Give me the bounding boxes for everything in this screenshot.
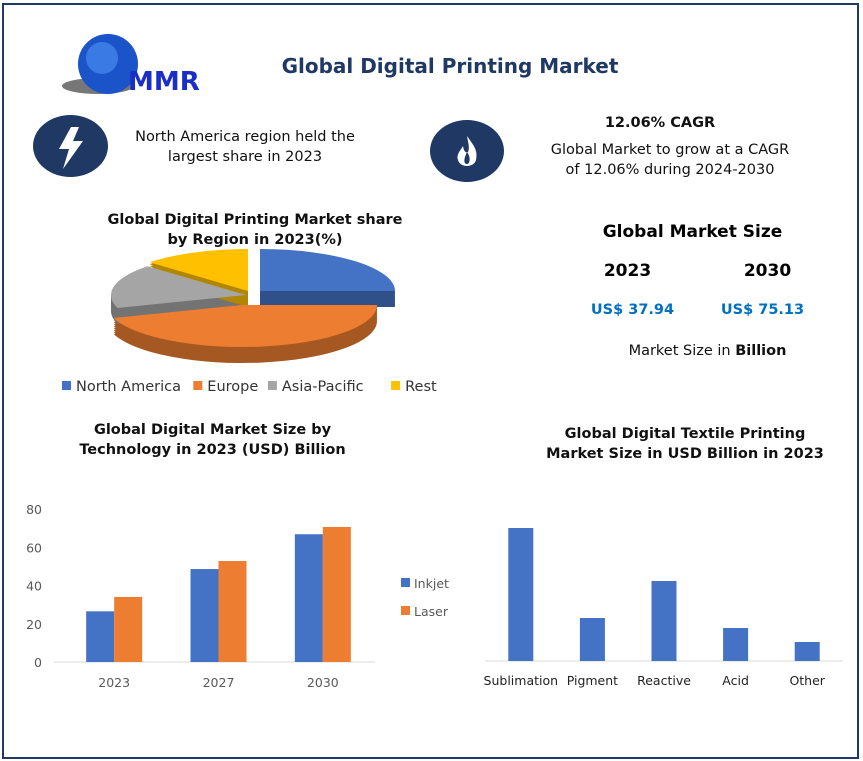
- bar-laser-2023: [114, 596, 143, 662]
- mmr-logo: MMR: [58, 30, 218, 100]
- legend-label: Rest of World: [405, 379, 440, 395]
- x-tick-label: Reactive: [637, 673, 691, 688]
- pie-slice-rest-of-world: [149, 249, 248, 291]
- frame-border: [2, 3, 859, 759]
- legend-swatch: [401, 578, 410, 587]
- legend-label: North America: [76, 379, 181, 395]
- x-tick-label: 2027: [203, 675, 235, 690]
- lightning-icon: [33, 115, 108, 177]
- y-tick-label: 60: [26, 540, 42, 555]
- cagr-text: Global Market to grow at a CAGR of 12.06…: [550, 142, 790, 178]
- bar-acid: [723, 628, 749, 661]
- pie-slice-europe: [113, 305, 378, 347]
- region-text: North America region held the largest sh…: [135, 129, 355, 165]
- x-tick-label: Other: [789, 673, 825, 688]
- x-tick-label: Sublimation: [484, 673, 559, 688]
- flame-icon: [430, 120, 504, 182]
- y-tick-label: 80: [26, 502, 42, 517]
- bar-sublimation: [508, 528, 534, 661]
- y-tick-label: 0: [34, 655, 42, 670]
- note-prefix: Market Size in: [628, 343, 736, 359]
- textile-chart-title: Global Digital Textile Printing Market S…: [546, 426, 824, 462]
- svg-text:MMR: MMR: [128, 67, 200, 97]
- value-2023: US$ 37.94: [590, 302, 675, 318]
- market-size-note: Market Size in Billion: [600, 341, 815, 361]
- y-tick-label: 20: [26, 617, 42, 632]
- bar-inkjet-2027: [190, 569, 219, 662]
- bar-laser-2027: [218, 561, 247, 662]
- year-2030: 2030: [743, 261, 792, 281]
- page-title: Global Digital Printing Market: [281, 54, 619, 78]
- market-size-title: Global Market Size: [602, 222, 783, 242]
- legend-label: Inkjet: [414, 576, 449, 591]
- legend-label: Europe: [207, 379, 258, 395]
- pie-title: Global Digital Printing Market share by …: [107, 212, 403, 248]
- legend-label: Asia-Pacific: [282, 379, 364, 395]
- bar-inkjet-2030: [294, 534, 323, 662]
- legend-swatch: [401, 606, 410, 615]
- bar-pigment: [579, 618, 605, 661]
- tech-chart-title: Global Digital Market Size by Technology…: [79, 422, 346, 458]
- x-tick-label: Acid: [722, 673, 749, 688]
- x-tick-label: Pigment: [567, 673, 618, 688]
- y-tick-label: 40: [26, 579, 42, 594]
- pie-slice-asia-pacific: [111, 266, 246, 308]
- textile-bar-chart: Sublimation Pigment Reactive Acid Other: [484, 528, 843, 688]
- technology-bar-chart: 0 20 40 60 80 2023 2027 2030 Inkjet Laser: [26, 502, 449, 690]
- legend-swatch: [62, 381, 71, 390]
- year-2023: 2023: [603, 261, 652, 281]
- x-tick-label: 2023: [98, 675, 130, 690]
- x-tick-label: 2030: [307, 675, 339, 690]
- note-unit: Billion: [735, 343, 787, 359]
- bar-reactive: [651, 581, 677, 661]
- bar-inkjet-2023: [86, 611, 115, 662]
- legend-label: Laser: [414, 604, 449, 619]
- legend-swatch: [193, 381, 203, 390]
- bar-laser-2030: [322, 526, 351, 662]
- pie-chart: North America Europe Asia-Pacific Rest of W…: [62, 249, 440, 395]
- value-2030: US$ 75.13: [720, 302, 805, 318]
- bar-other: [794, 642, 820, 661]
- legend-swatch: [267, 381, 277, 390]
- pie-slice-north-america: [260, 249, 395, 291]
- legend-swatch: [391, 381, 401, 390]
- cagr-title: 12.06% CAGR: [604, 115, 716, 131]
